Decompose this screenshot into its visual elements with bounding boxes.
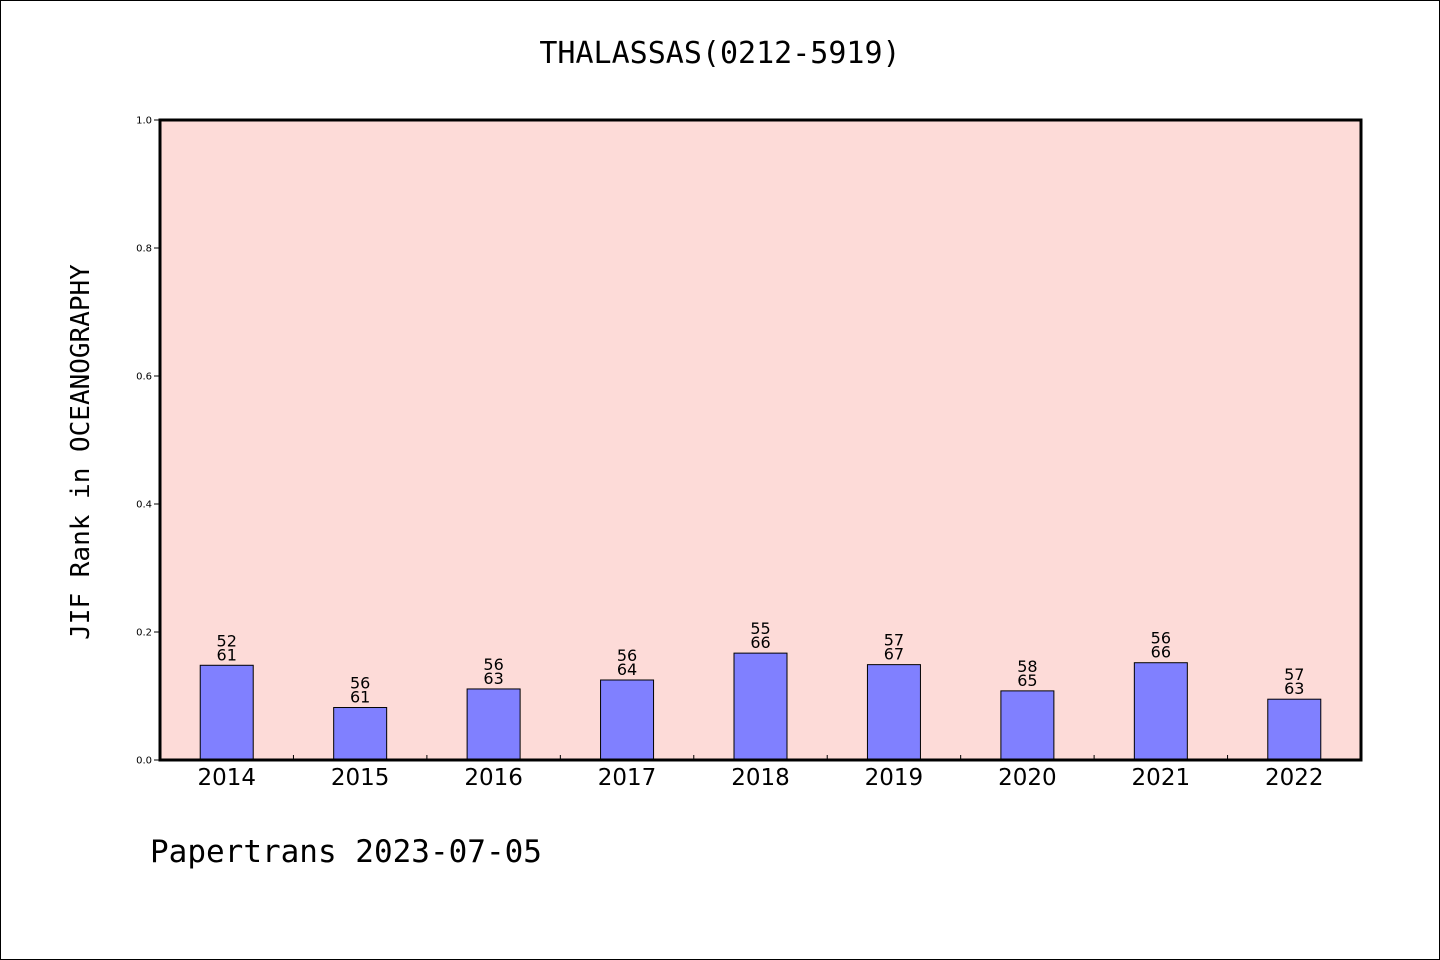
- bar: [866, 664, 921, 761]
- bar: [466, 688, 521, 761]
- x-axis: 2014 2015 2016 2017 2018 2019 2020 2021 2022: [197, 755, 1324, 791]
- x-tick-label: 2014: [197, 765, 256, 791]
- bar: [333, 707, 388, 761]
- y-tick-label: 1.0: [136, 116, 152, 127]
- y-tick-label: 0.6: [136, 372, 152, 383]
- bar-label-top: 52: [217, 631, 237, 650]
- bar-label-bottom: 64: [617, 660, 637, 679]
- x-tick-label: 2017: [598, 765, 657, 791]
- bar-label-bottom: 66: [750, 633, 770, 652]
- bar: [1267, 698, 1322, 761]
- footer-credit: Papertrans 2023-07-05: [150, 834, 542, 870]
- x-tick-label: 2019: [865, 765, 924, 791]
- bar: [600, 679, 655, 761]
- bar-label-bottom: 67: [884, 645, 904, 664]
- bar-label-top: 56: [1151, 629, 1171, 648]
- y-tick-label: 0.2: [136, 628, 152, 639]
- y-tick-label: 0.0: [136, 756, 152, 767]
- bar-label-bottom: 66: [1151, 643, 1171, 662]
- bar-label-top: 56: [350, 674, 370, 693]
- x-tick-label: 2015: [331, 765, 390, 791]
- chart-title: THALASSAS(0212-5919): [539, 36, 901, 71]
- bar-label-top: 56: [483, 655, 503, 674]
- x-tick-label: 2021: [1132, 765, 1191, 791]
- bar-label-bottom: 61: [217, 645, 237, 664]
- bar-label-bottom: 63: [1284, 679, 1304, 698]
- y-tick-label: 0.8: [136, 244, 152, 255]
- bar: [1000, 690, 1055, 761]
- x-tick-label: 2020: [998, 765, 1057, 791]
- bar-label-top: 58: [1017, 657, 1037, 676]
- plot-border: [158, 118, 1363, 762]
- bar-label-bottom: 61: [350, 688, 370, 707]
- y-axis: 0.0 0.2 0.4 0.6 0.8 1.0: [136, 116, 160, 767]
- x-tick-label: 2016: [464, 765, 523, 791]
- bar: [733, 652, 788, 761]
- y-tick-label: 0.4: [136, 500, 152, 511]
- bar-label-top: 57: [884, 631, 904, 650]
- x-tick-label: 2022: [1265, 765, 1324, 791]
- x-tick-label: 2018: [731, 765, 790, 791]
- bar-label-top: 56: [617, 646, 637, 665]
- bar-label-bottom: 65: [1017, 671, 1037, 690]
- bar-label-top: 55: [750, 619, 770, 638]
- bar: [199, 664, 254, 761]
- bar: [1133, 662, 1188, 761]
- bar-label-top: 57: [1284, 665, 1304, 684]
- bar-label-bottom: 63: [483, 669, 503, 688]
